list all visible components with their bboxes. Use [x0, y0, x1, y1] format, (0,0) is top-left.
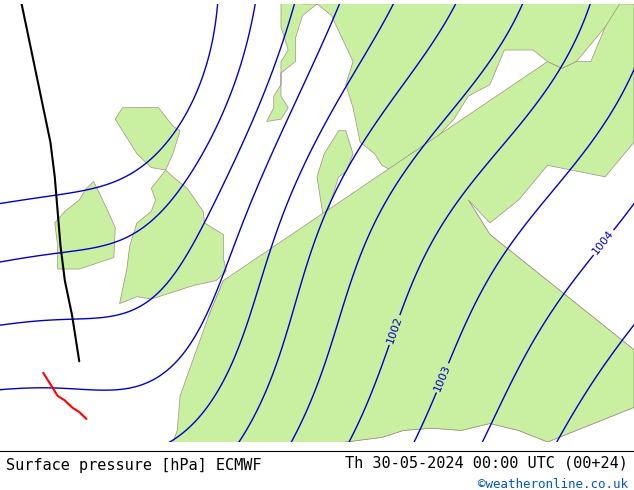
Text: 1002: 1002 [385, 315, 404, 345]
Text: 1005: 1005 [529, 457, 552, 486]
Text: 1003: 1003 [432, 363, 453, 393]
Polygon shape [266, 0, 634, 177]
Polygon shape [120, 170, 226, 304]
Text: Th 30-05-2024 00:00 UTC (00+24): Th 30-05-2024 00:00 UTC (00+24) [345, 455, 628, 470]
Polygon shape [173, 4, 634, 461]
Text: Surface pressure [hPa] ECMWF: Surface pressure [hPa] ECMWF [6, 458, 262, 473]
Polygon shape [173, 193, 634, 461]
Polygon shape [55, 181, 115, 269]
Polygon shape [115, 108, 180, 170]
Text: 1004: 1004 [591, 228, 616, 257]
Text: ©weatheronline.co.uk: ©weatheronline.co.uk [477, 478, 628, 490]
Polygon shape [317, 131, 353, 223]
